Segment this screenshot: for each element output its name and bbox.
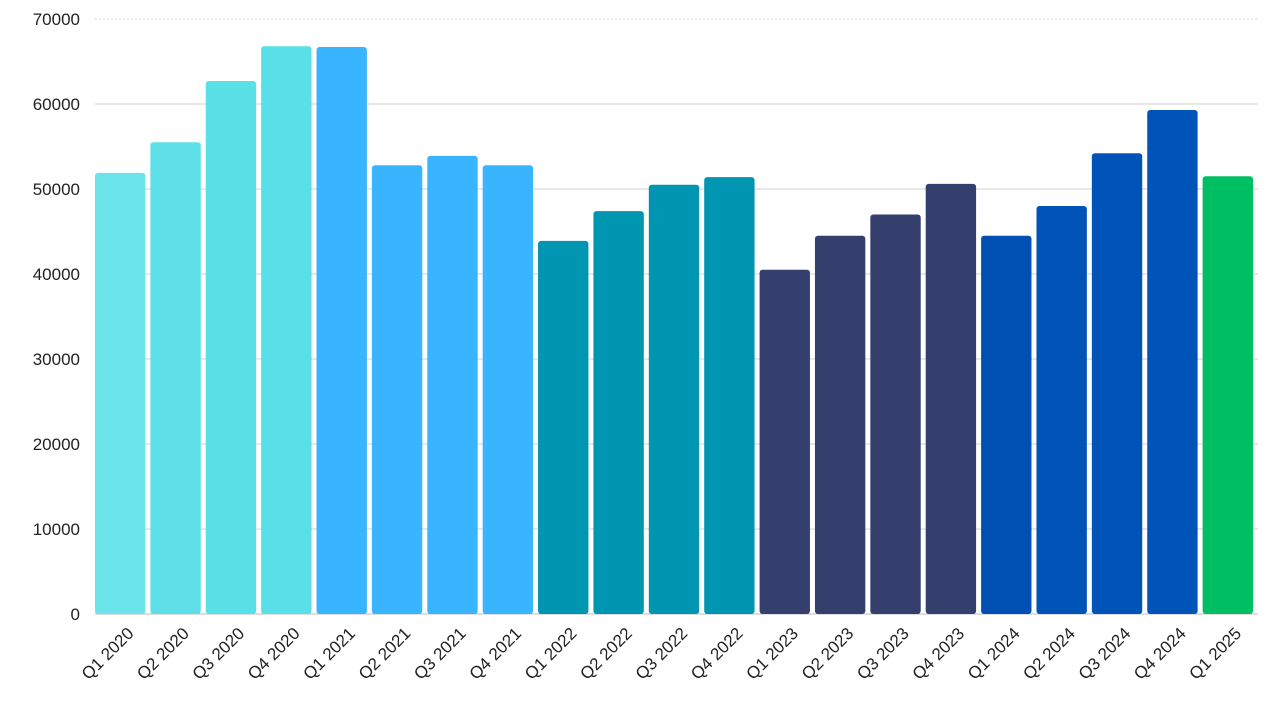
bar[interactable] bbox=[1202, 176, 1253, 614]
bar[interactable] bbox=[316, 47, 367, 615]
y-tick-label: 0 bbox=[71, 605, 80, 624]
bar[interactable] bbox=[482, 165, 534, 614]
x-tick-label: Q4 2023 bbox=[909, 624, 969, 684]
y-tick-label: 20000 bbox=[33, 435, 80, 454]
bar[interactable] bbox=[925, 183, 977, 614]
bar[interactable] bbox=[371, 165, 423, 614]
bar[interactable] bbox=[981, 235, 1032, 614]
x-tick-label: Q3 2024 bbox=[1075, 624, 1135, 684]
bar-layer bbox=[95, 46, 1253, 615]
x-tick-label: Q2 2022 bbox=[576, 624, 636, 684]
x-tick-label: Q2 2020 bbox=[133, 624, 193, 684]
x-tick-label: Q2 2021 bbox=[355, 624, 415, 684]
x-tick-label: Q3 2023 bbox=[853, 624, 913, 684]
x-tick-label: Q4 2021 bbox=[466, 624, 526, 684]
x-tick-label: Q1 2024 bbox=[964, 624, 1024, 684]
bar[interactable] bbox=[95, 172, 146, 614]
x-tick-label: Q4 2022 bbox=[687, 624, 747, 684]
bar[interactable] bbox=[704, 177, 755, 614]
x-tick-label: Q1 2022 bbox=[521, 624, 581, 684]
x-tick-label: Q1 2021 bbox=[299, 624, 359, 684]
x-tick-label: Q2 2024 bbox=[1019, 624, 1079, 684]
bar[interactable] bbox=[1147, 109, 1198, 614]
y-tick-label: 40000 bbox=[33, 265, 80, 284]
x-tick-label: Q1 2023 bbox=[743, 624, 803, 684]
bar[interactable] bbox=[648, 184, 700, 614]
y-tick-label: 50000 bbox=[33, 180, 80, 199]
bar[interactable] bbox=[150, 142, 201, 614]
bar[interactable] bbox=[814, 235, 866, 614]
bar[interactable] bbox=[261, 46, 312, 614]
x-tick-label: Q2 2023 bbox=[798, 624, 858, 684]
bar[interactable] bbox=[759, 269, 810, 614]
x-tick-label: Q1 2020 bbox=[78, 624, 138, 684]
x-tick-label: Q3 2022 bbox=[632, 624, 692, 684]
x-tick-label: Q1 2025 bbox=[1186, 624, 1246, 684]
x-tick-label: Q3 2021 bbox=[410, 624, 470, 684]
y-tick-label: 60000 bbox=[33, 95, 80, 114]
y-tick-label: 10000 bbox=[33, 520, 80, 539]
y-tick-label: 70000 bbox=[33, 10, 80, 29]
y-axis-tick-labels: 0 10000 20000 30000 40000 50000 60000 70000 bbox=[33, 10, 80, 624]
bar[interactable] bbox=[427, 155, 478, 614]
bar[interactable] bbox=[538, 240, 589, 614]
y-tick-label: 30000 bbox=[33, 350, 80, 369]
x-tick-label: Q4 2024 bbox=[1130, 624, 1190, 684]
bar[interactable] bbox=[870, 214, 921, 615]
bar[interactable] bbox=[1036, 206, 1087, 614]
bar[interactable] bbox=[205, 81, 257, 615]
x-tick-label: Q3 2020 bbox=[189, 624, 249, 684]
bar[interactable] bbox=[593, 211, 644, 614]
x-tick-label: Q4 2020 bbox=[244, 624, 304, 684]
bar[interactable] bbox=[1091, 153, 1143, 615]
